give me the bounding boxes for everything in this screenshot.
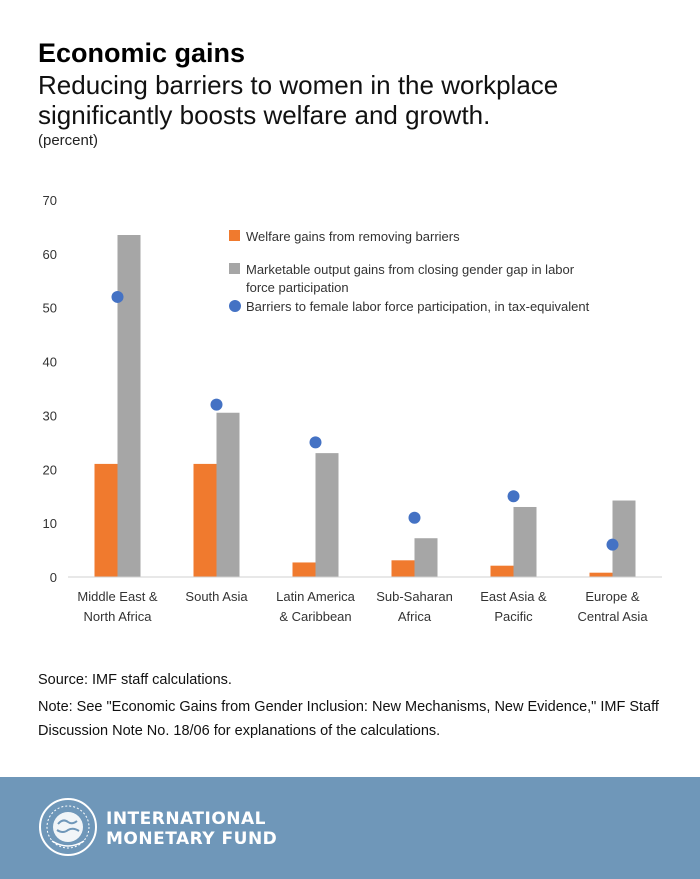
bar-welfare (292, 562, 316, 577)
x-tick-label: Latin America (276, 589, 356, 604)
bar-welfare (589, 572, 613, 577)
y-tick-label: 60 (43, 247, 57, 262)
bar-welfare (391, 560, 415, 577)
y-tick-label: 30 (43, 408, 57, 423)
org-name-line1: INTERNATIONAL (106, 809, 267, 829)
org-name: INTERNATIONAL MONETARY FUND (106, 809, 277, 849)
legend-label-line: Marketable output gains from closing gen… (246, 262, 575, 277)
legend-label: Marketable output gains from closing gen… (246, 262, 575, 295)
legend-marker-bar (229, 230, 240, 241)
x-tick-label: Sub-Saharan (376, 589, 453, 604)
x-tick-label: Europe & (585, 589, 640, 604)
source-note: Source: IMF staff calculations. (38, 672, 232, 688)
legend-marker-bar (229, 263, 240, 274)
bar-welfare (193, 463, 217, 577)
legend-marker-dot (229, 300, 241, 312)
x-tick-label: East Asia & (480, 589, 547, 604)
chart-notes: Source: IMF staff calculations. Note: Se… (38, 668, 668, 746)
y-tick-label: 70 (43, 193, 57, 208)
y-tick-label: 0 (50, 570, 57, 585)
y-tick-label: 50 (43, 301, 57, 316)
legend-label: Barriers to female labor force participa… (246, 299, 590, 314)
bar-chart: 0 10 20 30 40 50 60 70 Middle East & North Afric… (43, 193, 662, 624)
bar-output (315, 453, 339, 577)
chart-dots (111, 290, 619, 551)
footer-bar: INTERNATIONAL MONETARY FUND (0, 777, 700, 879)
bar-output (612, 500, 636, 577)
chart-subtitle: Reducing barriers to women in the workpl… (38, 70, 559, 130)
y-tick-label: 40 (43, 355, 57, 370)
barrier-dot (606, 538, 619, 551)
chart-bars (94, 235, 636, 577)
legend-label-line: force participation (246, 280, 349, 295)
x-tick-label: South Asia (185, 589, 248, 604)
bar-welfare (94, 463, 118, 577)
bar-output (117, 235, 141, 577)
x-tick-label: Africa (398, 609, 432, 624)
barrier-dot (507, 490, 520, 503)
y-tick-label: 10 (43, 516, 57, 531)
bar-output (216, 412, 240, 577)
bar-welfare (490, 565, 514, 577)
chart-title: Economic gains (38, 38, 246, 68)
legend-label: Welfare gains from removing barriers (246, 229, 460, 244)
bar-output (513, 506, 537, 577)
x-tick-label: North Africa (84, 609, 153, 624)
x-tick-label: Middle East & (77, 589, 158, 604)
x-axis-labels: Middle East & North Africa South Asia Latin… (77, 589, 648, 624)
unit-label: (percent) (38, 132, 99, 149)
y-tick-label: 20 (43, 462, 57, 477)
chart-legend: Welfare gains from removing barriers Mark… (229, 229, 590, 314)
y-axis-ticks: 0 10 20 30 40 50 60 70 (43, 193, 57, 585)
explanatory-note: Note: See "Economic Gains from Gender In… (38, 699, 659, 739)
barrier-dot (111, 290, 124, 303)
bar-output (414, 538, 438, 577)
org-name-line2: MONETARY FUND (106, 829, 278, 849)
x-tick-label: Central Asia (577, 609, 648, 624)
x-tick-label: Pacific (494, 609, 533, 624)
imf-seal-icon (39, 798, 97, 856)
barrier-dot (210, 398, 223, 411)
barrier-dot (309, 436, 322, 449)
barrier-dot (408, 511, 421, 524)
x-tick-label: & Caribbean (279, 609, 351, 624)
